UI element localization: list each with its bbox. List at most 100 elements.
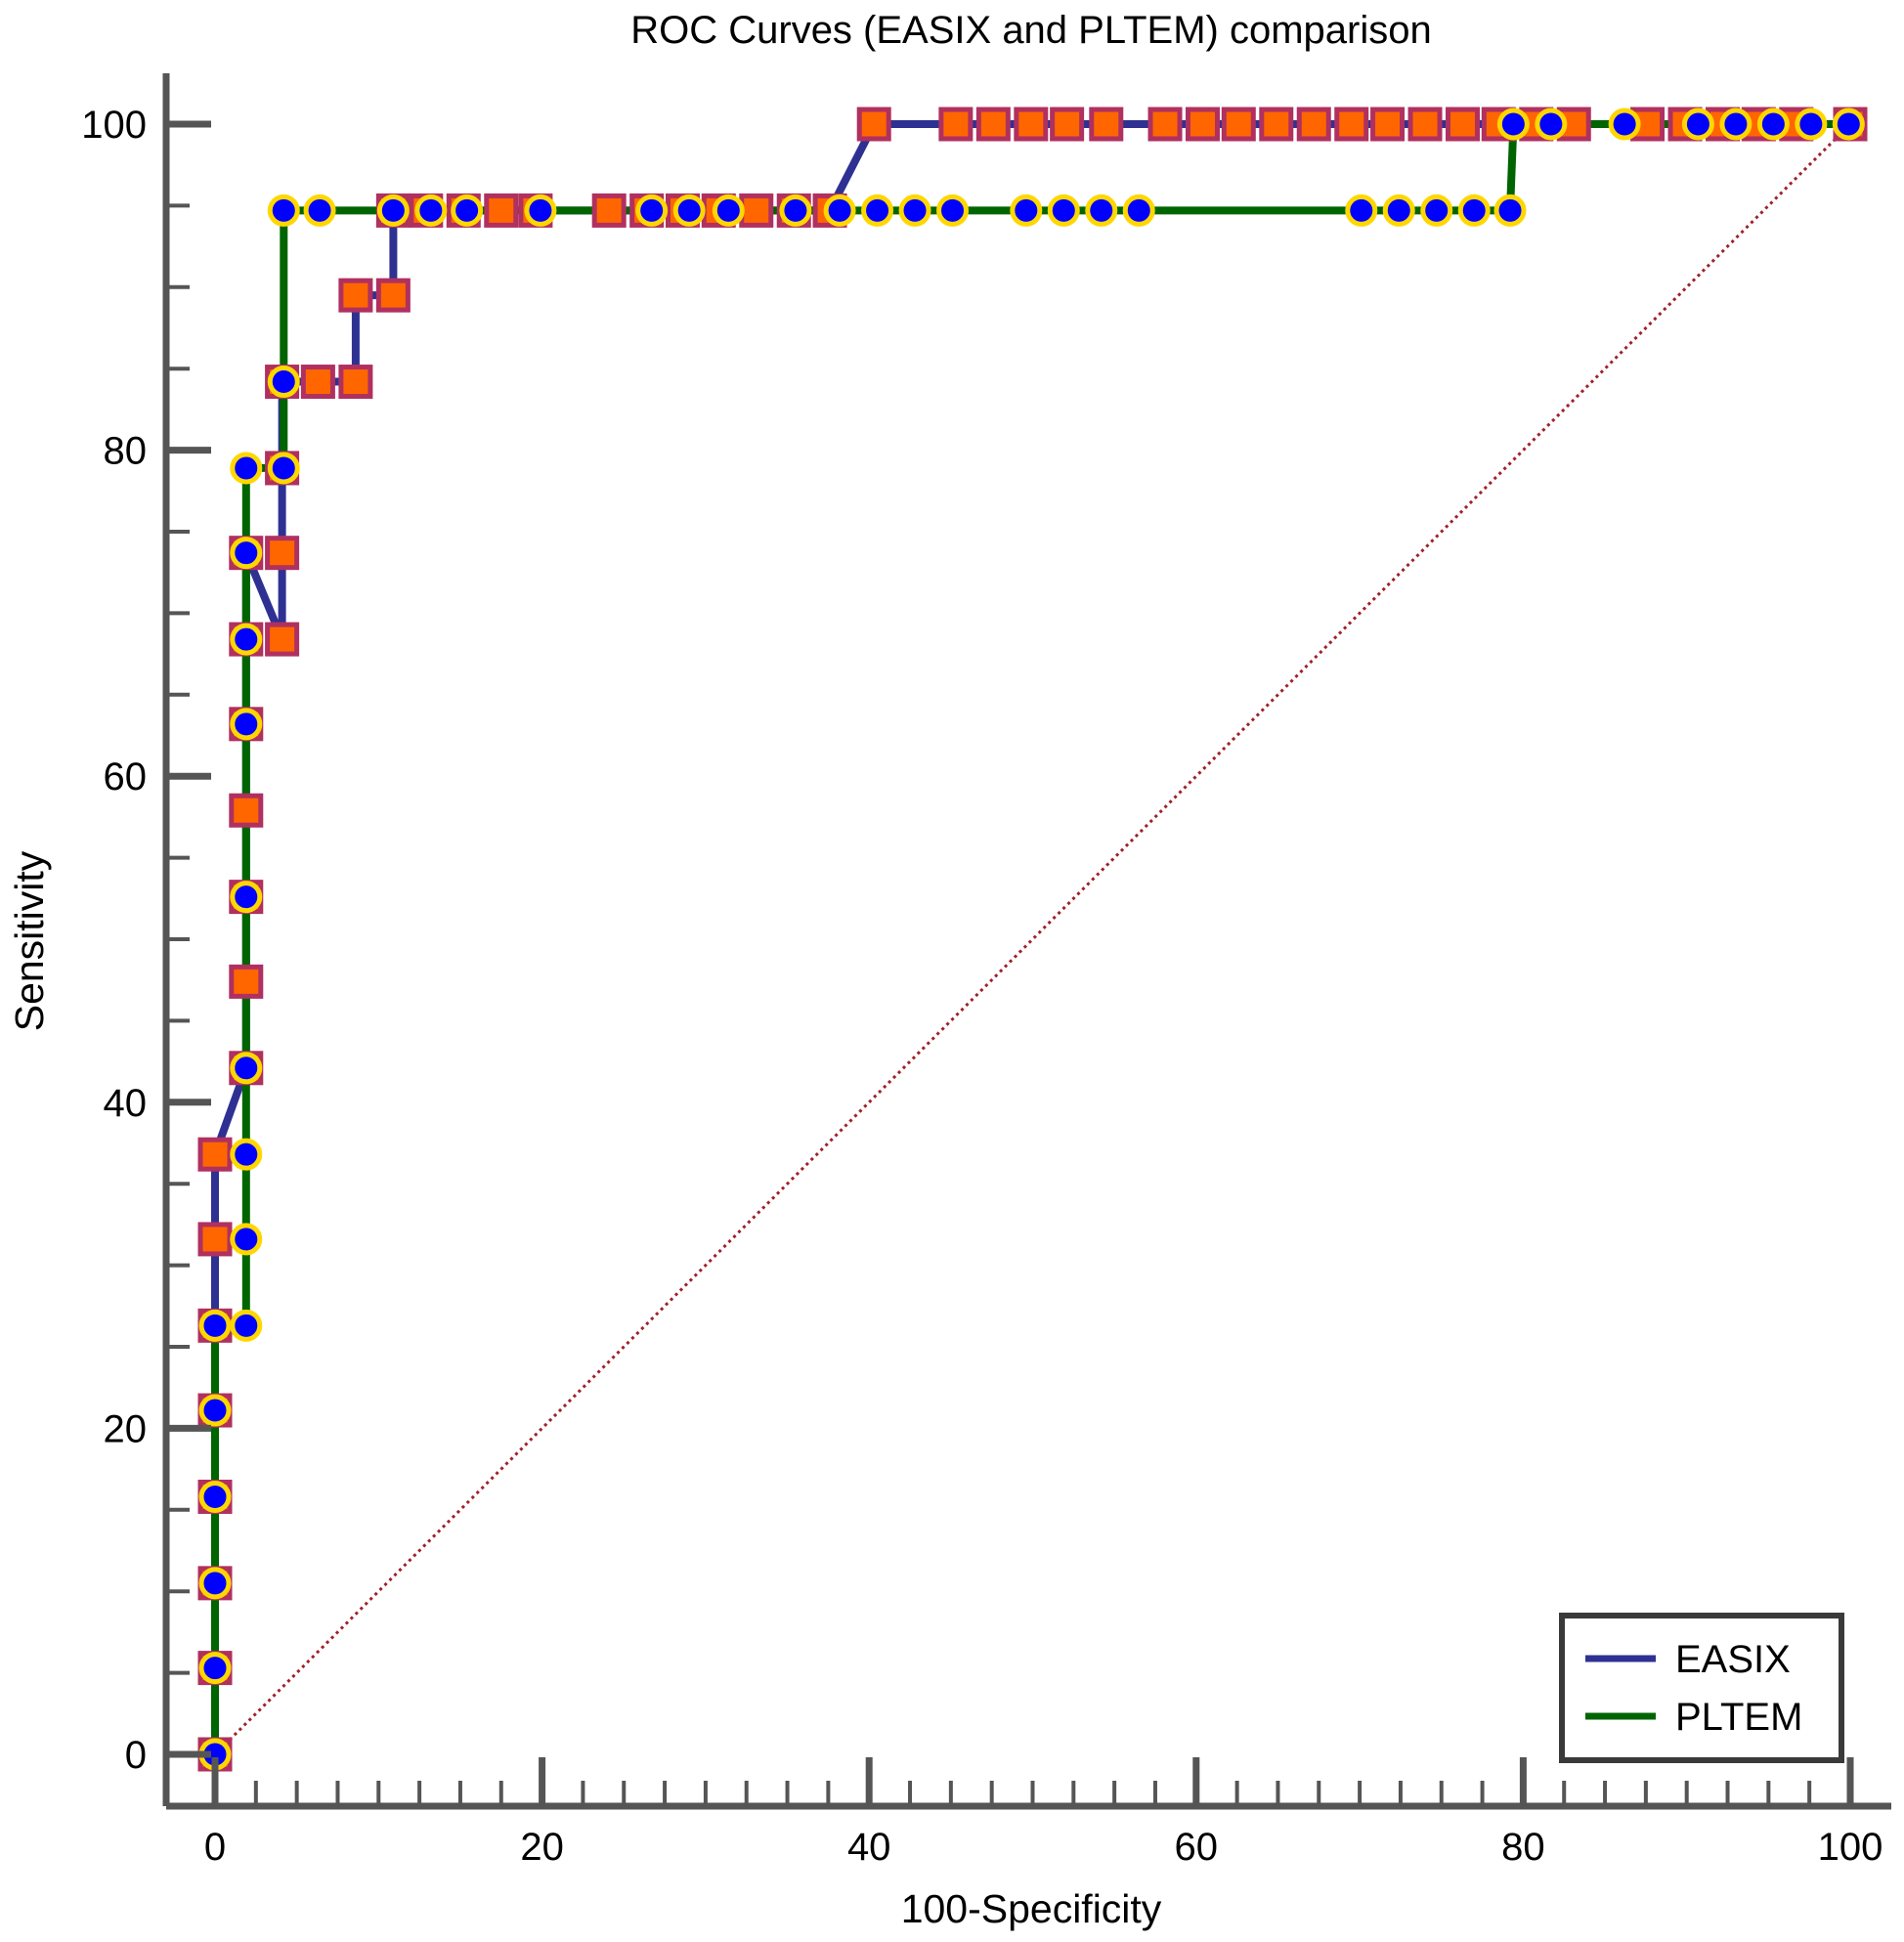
data-point-easix [1147, 107, 1183, 142]
data-point-pltem [451, 194, 484, 227]
x-tick-label: 60 [1175, 1826, 1219, 1869]
data-point-easix [856, 107, 891, 142]
y-tick-label: 40 [104, 1082, 148, 1125]
data-point-pltem [1496, 108, 1530, 141]
data-point-pltem [1535, 108, 1568, 141]
data-point-easix [229, 964, 264, 999]
data-point-easix [1050, 107, 1085, 142]
data-point-pltem [861, 194, 894, 227]
data-point-easix [1014, 107, 1049, 142]
data-point-pltem [936, 194, 970, 227]
data-point-pltem [198, 1652, 232, 1685]
data-point-pltem [230, 452, 263, 485]
data-point-easix [1221, 107, 1256, 142]
data-point-easix [1445, 107, 1480, 142]
x-tick-label: 80 [1501, 1826, 1545, 1869]
data-point-pltem [198, 1394, 232, 1427]
data-point-pltem [1719, 108, 1753, 141]
data-point-easix [1185, 107, 1220, 142]
data-point-easix [739, 193, 774, 228]
data-point-easix [975, 107, 1011, 142]
data-point-pltem [1122, 194, 1155, 227]
y-tick-label: 60 [104, 755, 148, 798]
data-point-pltem [1795, 108, 1828, 141]
data-point-pltem [198, 1567, 232, 1600]
data-point-easix [375, 278, 411, 313]
data-point-pltem [898, 194, 931, 227]
data-point-pltem [230, 881, 263, 914]
series-markers-layer [197, 107, 1868, 1772]
reference-layer [213, 122, 1852, 1756]
data-point-pltem [779, 194, 812, 227]
legend-box [1559, 1613, 1844, 1763]
data-point-pltem [230, 1138, 263, 1171]
y-tick-label: 80 [104, 430, 148, 473]
legend: EASIX PLTEM [1559, 1613, 1844, 1763]
y-tick-label: 0 [125, 1734, 147, 1777]
data-point-easix [1407, 107, 1443, 142]
axes-layer: 0 20 40 60 80 100 0 20 40 60 80 100 [81, 73, 1891, 1869]
data-point-pltem [414, 194, 448, 227]
data-point-pltem [1345, 194, 1378, 227]
data-point-pltem [1382, 194, 1415, 227]
y-tick-label: 100 [81, 104, 147, 147]
data-point-pltem [230, 1309, 263, 1342]
data-point-pltem [1756, 108, 1790, 141]
x-axis-title: 100-Specificity [901, 1886, 1162, 1931]
data-point-pltem [1681, 108, 1714, 141]
x-tick-label: 40 [847, 1826, 891, 1869]
data-point-pltem [230, 623, 263, 656]
data-point-pltem [267, 366, 300, 399]
data-point-easix [265, 622, 300, 657]
data-point-pltem [1047, 194, 1080, 227]
data-point-pltem [198, 1309, 232, 1342]
data-point-pltem [198, 1480, 232, 1513]
y-axis-title: Sensitivity [7, 850, 52, 1031]
data-point-pltem [1608, 108, 1641, 141]
data-point-pltem [712, 194, 745, 227]
data-point-easix [1334, 107, 1369, 142]
data-point-easix [591, 193, 627, 228]
data-point-easix [338, 278, 373, 313]
chart-title: ROC Curves (EASIX and PLTEM) comparison [630, 9, 1432, 52]
data-point-easix [1370, 107, 1406, 142]
data-point-easix [265, 536, 300, 571]
data-point-easix [197, 1137, 233, 1172]
data-point-easix [300, 365, 335, 400]
data-point-pltem [1010, 194, 1043, 227]
reference-diagonal [213, 122, 1852, 1756]
data-point-easix [484, 193, 519, 228]
data-point-pltem [230, 1052, 263, 1085]
data-point-easix [1089, 107, 1124, 142]
data-point-easix [1296, 107, 1331, 142]
data-point-pltem [672, 194, 706, 227]
data-point-pltem [230, 537, 263, 570]
legend-label-pltem: PLTEM [1675, 1696, 1802, 1739]
data-point-easix [229, 793, 264, 828]
data-point-pltem [376, 194, 410, 227]
y-tick-label: 20 [104, 1407, 148, 1450]
x-tick-label: 0 [204, 1826, 226, 1869]
data-point-pltem [823, 194, 856, 227]
data-point-pltem [1085, 194, 1118, 227]
data-point-pltem [267, 452, 300, 485]
data-point-pltem [303, 194, 336, 227]
data-point-pltem [524, 194, 557, 227]
x-tick-label: 20 [520, 1826, 564, 1869]
data-point-pltem [1457, 194, 1491, 227]
data-point-easix [338, 365, 373, 400]
data-point-easix [938, 107, 974, 142]
data-point-pltem [1493, 194, 1527, 227]
data-point-pltem [230, 1223, 263, 1256]
data-point-pltem [635, 194, 669, 227]
data-point-pltem [1832, 108, 1865, 141]
legend-label-easix: EASIX [1675, 1638, 1791, 1681]
data-point-easix [197, 1222, 233, 1257]
x-tick-label: 100 [1818, 1826, 1883, 1869]
data-point-pltem [1420, 194, 1453, 227]
data-point-easix [1259, 107, 1294, 142]
data-point-pltem [230, 708, 263, 741]
data-point-pltem [267, 194, 300, 227]
